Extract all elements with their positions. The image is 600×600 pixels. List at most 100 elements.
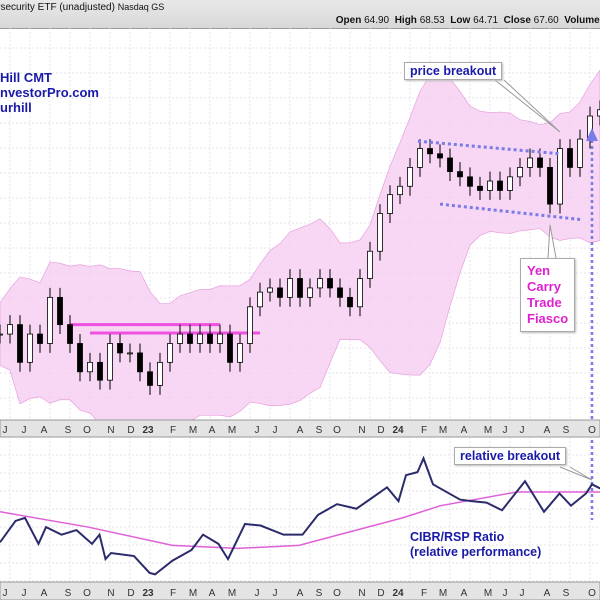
callout-line: Yen: [527, 263, 551, 278]
candle-body: [407, 167, 413, 187]
x-axis-tick-label: J: [3, 588, 8, 599]
x-axis-tick-label: J: [22, 425, 27, 436]
x-axis-tick-label: S: [316, 425, 323, 436]
candle-body: [517, 167, 523, 178]
callout-line: Trade: [527, 295, 562, 310]
x-axis-tick-label: J: [255, 425, 260, 436]
x-axis-tick-label: A: [461, 425, 468, 436]
high-label: High: [394, 15, 417, 26]
callout-line: Carry: [527, 279, 561, 294]
x-axis-tick-label: O: [588, 588, 596, 599]
relative-breakout-callout: relative breakout: [454, 447, 567, 465]
x-axis-tick-label: S: [563, 425, 570, 436]
candle-body: [127, 352, 133, 355]
candle-body: [77, 343, 83, 373]
x-axis-strip: [0, 419, 600, 438]
x-axis-tick-label: A: [41, 588, 48, 599]
candle-body: [537, 157, 543, 168]
x-axis-tick-label: O: [333, 588, 341, 599]
x-axis-tick-label: D: [127, 425, 134, 436]
x-axis-tick-label: 23: [142, 588, 154, 599]
candle-body: [367, 250, 373, 279]
x-axis-tick-label: J: [273, 425, 278, 436]
candle-body: [37, 333, 43, 344]
callout-pointer: [547, 224, 557, 259]
x-axis-tick-label: M: [439, 588, 447, 599]
x-axis-tick-label: A: [209, 425, 216, 436]
candle-body: [57, 296, 63, 326]
candle-body: [327, 278, 333, 289]
title-text: persecurity ETF (unadjusted): [0, 2, 115, 13]
x-axis-tick-label: F: [421, 425, 427, 436]
x-axis-tick-label: M: [439, 425, 447, 436]
x-axis-tick-label: J: [255, 588, 260, 599]
x-axis-tick-label: 23: [142, 425, 154, 436]
candle-body: [467, 176, 473, 187]
candle-body: [397, 185, 403, 196]
callout-pointer: [559, 466, 593, 481]
candle-body: [377, 213, 383, 252]
x-axis-tick-label: N: [107, 588, 114, 599]
open-value: 64.90: [364, 15, 390, 26]
candle-body: [17, 324, 23, 363]
x-axis-tick-label: M: [228, 425, 236, 436]
candle-body: [137, 352, 143, 373]
x-axis-tick-label: J: [503, 425, 508, 436]
watermark-line: urhill: [0, 100, 32, 115]
candle-body: [527, 157, 533, 168]
x-axis-tick-label: J: [3, 425, 8, 436]
candle-body: [457, 171, 463, 178]
candle-body: [227, 333, 233, 363]
x-axis-strip: [0, 581, 600, 600]
open-label: Open: [335, 15, 362, 26]
candle-body: [437, 153, 443, 159]
candle-body: [7, 324, 13, 335]
candle-body: [257, 291, 263, 308]
low-label: Low: [450, 15, 471, 26]
ratio-line: [0, 455, 600, 576]
candle-body: [47, 296, 53, 344]
x-axis-tick-label: M: [484, 425, 492, 436]
x-axis-tick-label: A: [209, 588, 216, 599]
x-axis-tick-label: 24: [392, 588, 404, 599]
quote-line: Open 64.90 High 68.53 Low 64.71 Close 67…: [336, 15, 600, 26]
candle-body: [87, 361, 93, 373]
candle-body: [497, 180, 503, 191]
x-axis-tick-label: O: [333, 425, 341, 436]
x-axis-tick-label: J: [520, 425, 525, 436]
close-value: 67.60: [533, 15, 559, 26]
candle-body: [297, 278, 303, 298]
candle-body: [417, 148, 423, 168]
candle-body: [427, 148, 433, 155]
candle-body: [307, 287, 313, 298]
candle-body: [547, 167, 553, 205]
candle-body: [27, 333, 33, 363]
x-axis-tick-label: D: [377, 425, 384, 436]
candle-body: [597, 109, 600, 117]
candle-body: [487, 180, 493, 191]
x-axis-tick-label: S: [563, 588, 570, 599]
candle-body: [557, 148, 563, 205]
x-axis-tick-label: A: [297, 425, 304, 436]
x-axis-tick-label: J: [503, 588, 508, 599]
callout-pointer: [494, 79, 561, 133]
x-axis-tick-label: S: [316, 588, 323, 599]
candle-body: [287, 278, 293, 298]
x-axis-tick-label: O: [588, 425, 596, 436]
candle-body: [567, 148, 573, 168]
x-axis-tick-label: M: [189, 425, 197, 436]
candle-body: [177, 333, 183, 344]
candle-body: [577, 138, 583, 168]
ratio-moving-average-line: [0, 491, 600, 550]
high-value: 68.53: [419, 15, 445, 26]
ratio-label-line: (relative performance): [410, 545, 542, 559]
x-axis-tick-label: M: [484, 588, 492, 599]
x-axis-tick-label: S: [65, 425, 72, 436]
price-breakout-callout: price breakout: [404, 62, 503, 80]
x-axis-tick-label: M: [189, 588, 197, 599]
x-axis-tick-label: D: [127, 588, 134, 599]
breakout-arrow-icon: [586, 128, 598, 141]
x-axis-tick-label: 24: [392, 425, 404, 436]
close-label: Close: [503, 15, 531, 26]
